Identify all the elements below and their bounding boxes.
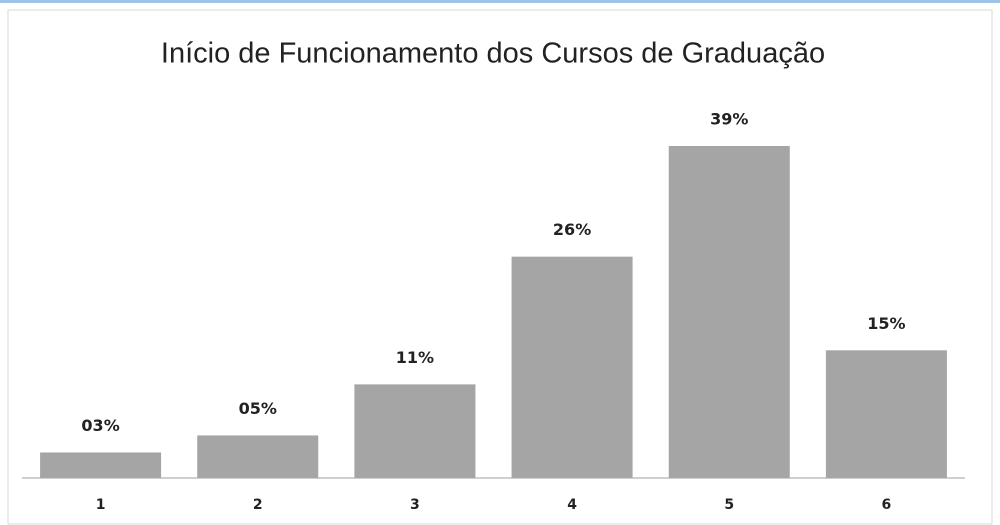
chart-title: Início de Funcionamento dos Cursos de Gr… xyxy=(161,38,825,70)
data-label: 05% xyxy=(239,399,277,418)
bar xyxy=(511,256,633,478)
bar xyxy=(354,384,476,478)
bar xyxy=(197,435,319,478)
x-tick-label: 4 xyxy=(567,497,577,513)
data-label: 11% xyxy=(396,348,434,367)
x-tick-label: 5 xyxy=(724,497,734,513)
bar xyxy=(668,146,790,478)
window-edge xyxy=(0,0,1000,3)
x-tick-label: 1 xyxy=(96,497,106,513)
data-label: 26% xyxy=(553,220,591,239)
data-label: 39% xyxy=(710,110,748,129)
data-label: 03% xyxy=(81,416,119,435)
x-tick-label: 2 xyxy=(253,497,263,513)
x-tick-label: 6 xyxy=(882,497,892,513)
data-label: 15% xyxy=(867,314,905,333)
x-tick-label: 3 xyxy=(410,497,420,513)
bar xyxy=(825,350,947,478)
bar xyxy=(40,452,162,478)
